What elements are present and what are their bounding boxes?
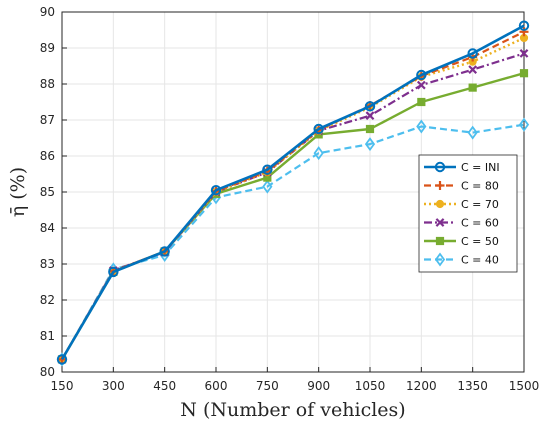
legend-marker xyxy=(435,199,445,209)
data-point xyxy=(365,111,375,121)
data-point xyxy=(468,65,478,74)
data-point xyxy=(416,80,426,90)
legend-item: C = 60 xyxy=(424,217,499,230)
data-point xyxy=(467,48,478,59)
data-point xyxy=(159,246,170,257)
x-axis-label: N (Number of vehicles) xyxy=(180,399,405,421)
data-point xyxy=(518,117,530,132)
data-point xyxy=(262,179,273,194)
legend-label: C = 60 xyxy=(461,217,499,230)
y-tick-label: 84 xyxy=(40,221,55,235)
x-tick-label: 1050 xyxy=(355,379,386,393)
y-tick-label: 82 xyxy=(40,293,55,307)
data-point xyxy=(210,185,222,196)
legend-label: C = 80 xyxy=(461,180,499,193)
y-axis-label: η̄ (%) xyxy=(7,167,29,217)
x-tick-label: 150 xyxy=(51,379,74,393)
legend: C = INI C = 80 C = 70 C = 60 C = 50 C = 40 xyxy=(418,154,518,273)
legend-item: C = 80 xyxy=(424,180,499,193)
x-tick-label: 300 xyxy=(102,379,125,393)
data-point xyxy=(416,119,427,134)
x-tick-label: 900 xyxy=(307,379,330,393)
y-tick-label: 85 xyxy=(40,185,55,199)
data-point xyxy=(313,146,324,161)
x-tick-label: 1350 xyxy=(457,379,488,393)
data-point xyxy=(519,49,529,58)
y-tick-label: 83 xyxy=(40,257,55,271)
y-tick-label: 86 xyxy=(40,149,55,163)
data-point xyxy=(468,83,477,92)
legend-marker xyxy=(435,218,445,227)
data-point xyxy=(467,125,478,140)
data-point xyxy=(364,101,376,112)
x-tick-label: 1200 xyxy=(406,379,437,393)
data-point xyxy=(108,266,119,278)
data-point xyxy=(519,27,529,37)
series-layer xyxy=(56,20,530,367)
y-tick-label: 88 xyxy=(40,77,55,91)
legend-label: C = 50 xyxy=(461,235,499,248)
y-tick-label: 87 xyxy=(40,113,55,127)
series-line xyxy=(60,24,525,361)
data-point xyxy=(365,124,375,134)
data-point xyxy=(519,69,529,78)
x-tick-label: 1500 xyxy=(509,379,540,393)
legend-item: C = 50 xyxy=(424,235,499,248)
legend-label: C = 40 xyxy=(461,254,499,267)
legend-item: C = 70 xyxy=(424,198,499,211)
y-tick-label: 90 xyxy=(40,5,55,19)
legend-label: C = 70 xyxy=(461,198,499,211)
legend-marker xyxy=(435,181,445,190)
legend-item: C = 40 xyxy=(424,252,499,267)
y-tick-label: 89 xyxy=(40,41,55,55)
data-point xyxy=(416,69,427,81)
legend-marker xyxy=(435,236,445,246)
data-point xyxy=(313,123,324,135)
legend-label: C = INI xyxy=(461,161,500,174)
axis-ticks: 150 300 450 600 750 900 1050 1200 1350 1500 80 81 82… xyxy=(40,5,540,393)
x-tick-label: 600 xyxy=(205,379,228,393)
data-point xyxy=(56,354,68,365)
data-point xyxy=(364,137,376,152)
data-point xyxy=(262,164,273,175)
legend-marker xyxy=(434,161,446,173)
x-tick-label: 750 xyxy=(256,379,279,393)
series-c-ini xyxy=(56,20,530,365)
data-point xyxy=(417,97,426,107)
legend-item: C = INI xyxy=(424,161,500,174)
legend-box xyxy=(418,154,518,273)
y-tick-label: 81 xyxy=(40,329,55,343)
x-tick-label: 450 xyxy=(153,379,176,393)
data-point xyxy=(518,20,530,31)
y-tick-label: 80 xyxy=(40,365,55,379)
legend-marker xyxy=(434,252,446,267)
